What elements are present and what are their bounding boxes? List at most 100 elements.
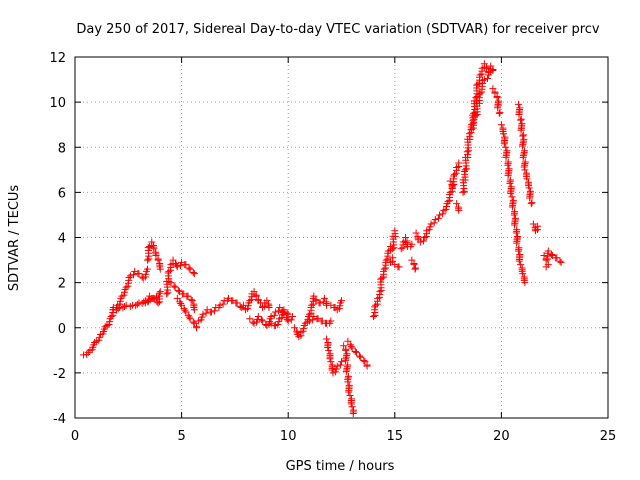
data-point bbox=[190, 306, 198, 314]
data-point bbox=[293, 327, 301, 335]
data-point bbox=[121, 288, 129, 296]
data-point bbox=[512, 229, 520, 237]
data-point bbox=[265, 303, 273, 311]
data-point bbox=[283, 309, 291, 317]
data-point bbox=[144, 298, 152, 306]
x-tick-label: 20 bbox=[493, 429, 510, 444]
data-point bbox=[495, 109, 503, 117]
data-point bbox=[380, 265, 388, 273]
y-tick-label: -2 bbox=[53, 367, 66, 382]
data-point bbox=[150, 245, 158, 253]
data-point bbox=[436, 211, 444, 219]
data-point bbox=[193, 324, 201, 332]
data-point bbox=[189, 318, 197, 326]
data-point bbox=[267, 312, 275, 320]
data-point bbox=[513, 239, 521, 247]
data-point bbox=[521, 166, 529, 174]
data-point bbox=[500, 130, 508, 138]
data-point bbox=[391, 227, 399, 235]
data-point bbox=[257, 316, 265, 324]
data-point bbox=[143, 256, 151, 264]
data-point bbox=[525, 184, 533, 192]
data-point bbox=[479, 77, 487, 85]
data-point bbox=[434, 214, 442, 222]
y-tick-label: 6 bbox=[58, 186, 66, 201]
data-point bbox=[506, 179, 514, 187]
data-point bbox=[331, 368, 339, 376]
data-point bbox=[333, 362, 341, 370]
data-point bbox=[266, 318, 274, 326]
data-point bbox=[185, 264, 193, 272]
data-point bbox=[244, 305, 252, 313]
y-tick-label: 12 bbox=[49, 51, 66, 66]
data-point bbox=[288, 312, 296, 320]
data-point bbox=[363, 362, 371, 370]
data-point bbox=[335, 305, 343, 313]
data-point bbox=[300, 324, 308, 332]
data-point bbox=[351, 348, 359, 356]
data-point bbox=[502, 143, 510, 151]
y-tick-label: 4 bbox=[58, 232, 66, 247]
data-point bbox=[275, 318, 283, 326]
data-point bbox=[278, 314, 286, 322]
data-point bbox=[412, 229, 420, 237]
data-point bbox=[189, 269, 197, 277]
data-point bbox=[181, 306, 189, 314]
data-point bbox=[425, 226, 433, 234]
data-point bbox=[141, 273, 149, 281]
data-point bbox=[401, 234, 409, 241]
data-point bbox=[507, 189, 515, 197]
data-point bbox=[156, 265, 164, 273]
data-point bbox=[453, 200, 461, 208]
data-point bbox=[461, 166, 469, 174]
data-point bbox=[143, 265, 151, 273]
data-point bbox=[519, 153, 527, 161]
data-point bbox=[336, 361, 344, 369]
data-point bbox=[284, 310, 292, 318]
data-point bbox=[91, 338, 99, 346]
data-point bbox=[172, 261, 180, 269]
data-point bbox=[547, 250, 555, 258]
data-point bbox=[500, 140, 508, 148]
data-point bbox=[515, 257, 523, 265]
data-point bbox=[106, 318, 114, 326]
data-point bbox=[389, 254, 397, 262]
data-point bbox=[427, 220, 435, 228]
x-tick-label: 25 bbox=[600, 429, 617, 444]
data-point bbox=[198, 313, 206, 321]
data-point bbox=[528, 199, 536, 207]
data-point bbox=[459, 188, 467, 196]
data-point bbox=[442, 205, 450, 213]
data-point bbox=[504, 171, 512, 179]
data-point bbox=[496, 108, 504, 116]
data-point bbox=[253, 318, 261, 326]
data-point bbox=[349, 409, 357, 417]
data-point bbox=[163, 290, 171, 298]
data-point bbox=[348, 344, 356, 352]
data-point bbox=[442, 203, 450, 211]
data-point bbox=[352, 349, 360, 357]
data-point bbox=[521, 279, 529, 287]
data-point bbox=[527, 200, 535, 208]
data-point bbox=[130, 271, 138, 279]
data-point bbox=[357, 353, 365, 361]
data-point bbox=[444, 197, 452, 205]
data-point bbox=[476, 89, 484, 97]
data-point bbox=[320, 294, 328, 302]
data-point bbox=[411, 265, 419, 273]
x-axis-label: GPS time / hours bbox=[286, 459, 395, 474]
data-point bbox=[211, 307, 219, 315]
data-point bbox=[219, 300, 227, 308]
data-point bbox=[323, 335, 331, 343]
data-point bbox=[514, 247, 522, 255]
data-point bbox=[510, 211, 518, 219]
data-point bbox=[254, 312, 262, 320]
axes bbox=[74, 56, 609, 419]
data-point bbox=[259, 317, 267, 325]
data-point bbox=[188, 297, 196, 305]
data-point bbox=[504, 161, 512, 169]
data-point bbox=[316, 299, 324, 307]
data-point bbox=[306, 317, 314, 325]
data-point bbox=[332, 365, 340, 373]
